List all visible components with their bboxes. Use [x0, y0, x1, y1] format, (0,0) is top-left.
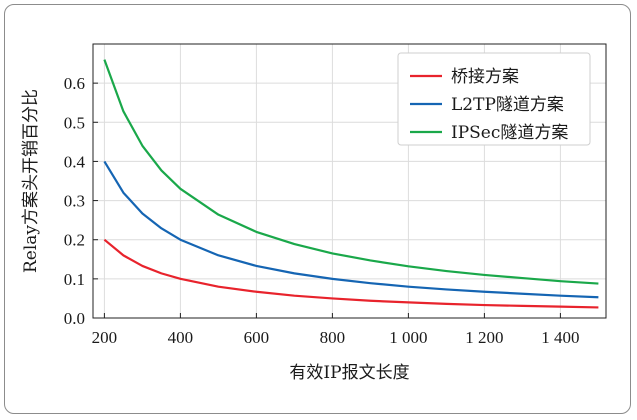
y-tick-label: 0.5: [64, 113, 85, 132]
y-tick-label: 0.4: [64, 152, 86, 171]
x-tick-label: 1 000: [389, 328, 427, 347]
plot-area-border: [92, 43, 607, 319]
x-tick-label: 200: [92, 328, 118, 347]
legend-label: IPSec隧道方案: [451, 123, 568, 143]
legend-box: [397, 52, 591, 146]
series-line-2: [103, 160, 599, 299]
x-tick-label: 600: [244, 328, 270, 347]
y-tick-label: 0.2: [64, 231, 85, 250]
x-tick-label: 1 200: [465, 328, 503, 347]
x-axis-title: 有效IP报文长度: [289, 363, 409, 383]
x-tick-label: 400: [168, 328, 194, 347]
y-tick-label: 0.6: [64, 74, 85, 93]
y-axis-title: Relay方案头开销百分比: [21, 89, 41, 273]
axis-ticks: 200 400 600 800 1 000 1 200 1 400 0.0 0.1 0.2 0.3 0…: [64, 74, 580, 347]
x-tick-label: 1 400: [541, 328, 579, 347]
series-line-1: [103, 238, 599, 309]
series-line-3: [103, 59, 599, 285]
x-tick-label: 800: [320, 328, 346, 347]
y-tick-label: 0.3: [64, 192, 85, 211]
legend-label: L2TP隧道方案: [451, 95, 564, 115]
legend-label: 桥接方案: [451, 67, 519, 87]
y-tick-label: 0.0: [64, 309, 85, 328]
legend: 桥接方案 L2TP隧道方案 IPSec隧道方案: [397, 52, 591, 146]
series-lines: [103, 59, 599, 309]
y-tick-label: 0.1: [64, 270, 85, 289]
